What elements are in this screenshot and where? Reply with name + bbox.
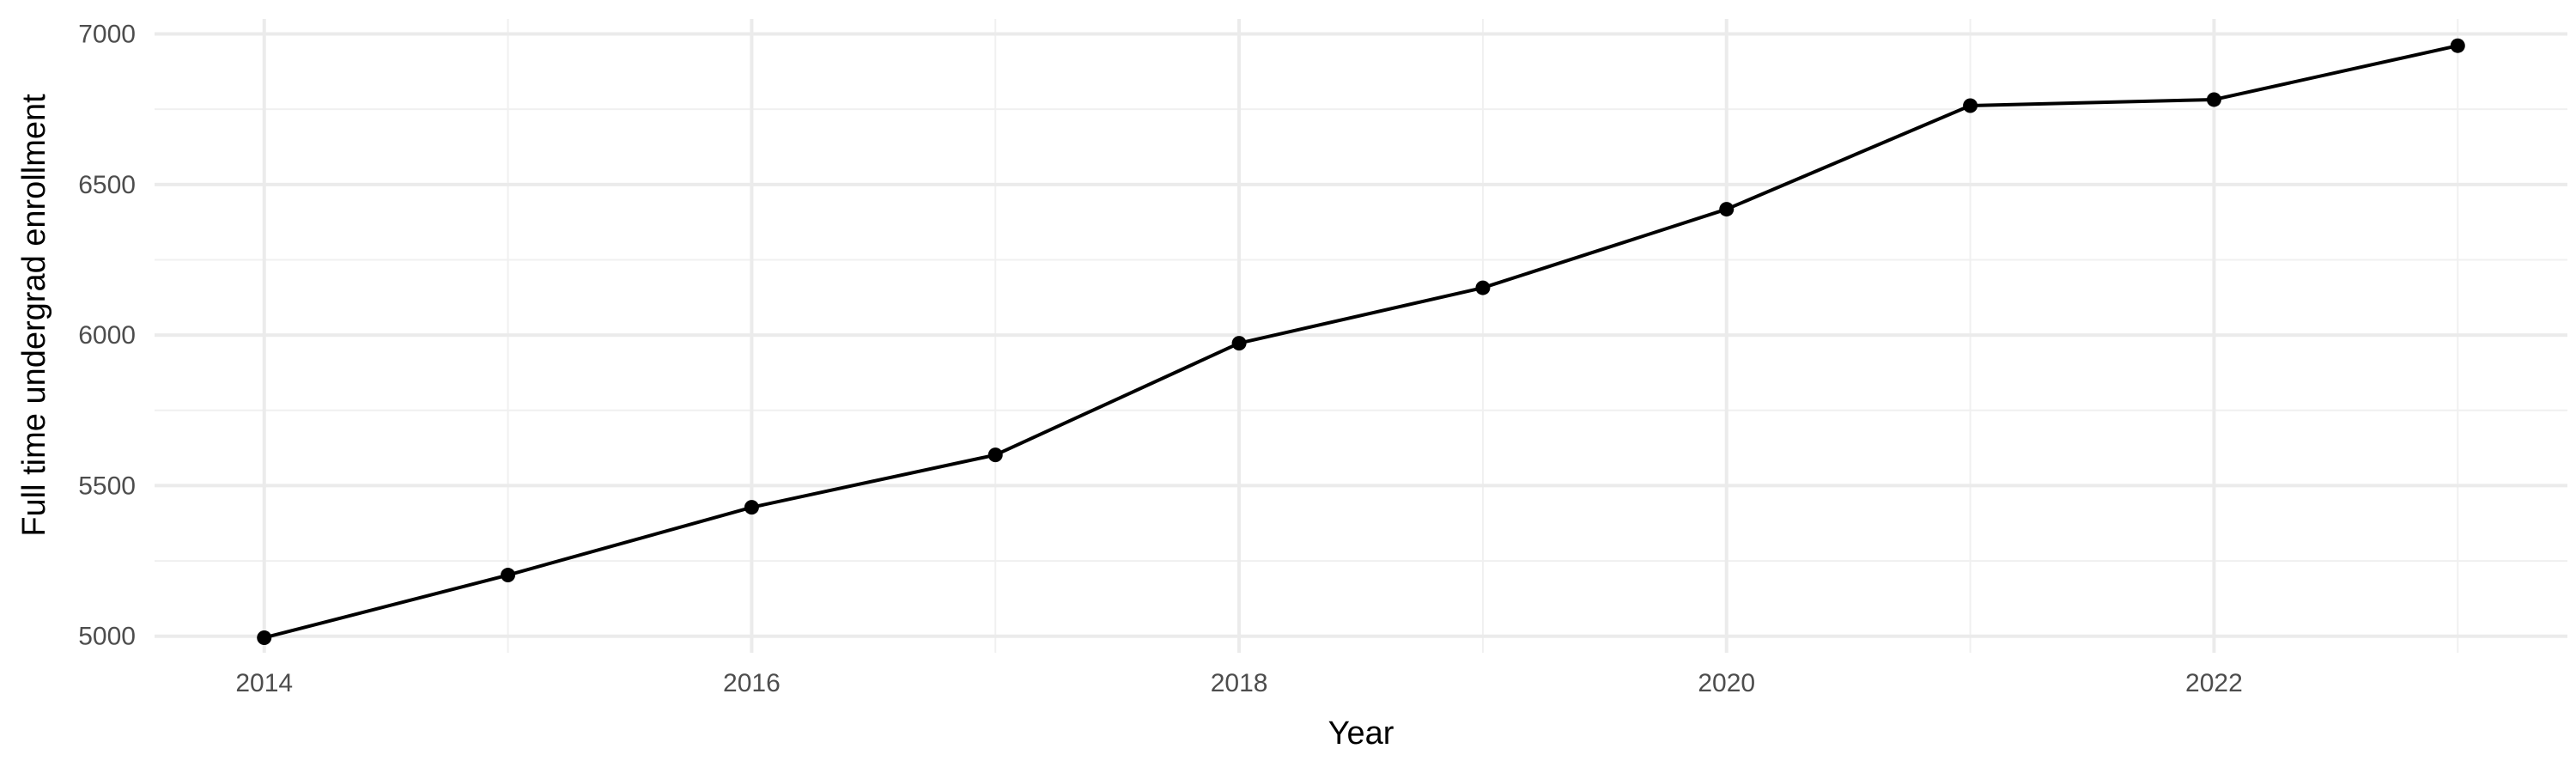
x-tick-label: 2014 [235, 669, 293, 697]
x-tick-label: 2018 [1211, 669, 1268, 697]
y-tick-label: 6000 [78, 321, 136, 350]
data-point [2450, 38, 2465, 53]
major-gridlines [155, 19, 2567, 653]
y-tick-label: 6500 [78, 171, 136, 199]
data-point [1963, 98, 1978, 113]
x-tick-label: 2020 [1698, 669, 1755, 697]
x-tick-label: 2022 [2185, 669, 2243, 697]
series-line-layer [264, 44, 2458, 640]
y-tick-label: 5000 [78, 623, 136, 651]
x-tick-label: 2016 [723, 669, 781, 697]
data-point [1231, 336, 1247, 351]
x-axis-title: Year [1328, 715, 1394, 752]
x-axis-tick-labels: 2014 2016 2018 2020 2022 [235, 669, 2242, 697]
data-point [1719, 202, 1735, 217]
data-point [987, 447, 1003, 463]
data-point [257, 630, 272, 645]
data-point [2206, 92, 2221, 107]
y-axis-tick-labels: 5000 5500 6000 6500 7000 [78, 21, 136, 651]
series-point-layer [257, 38, 2465, 645]
y-tick-label: 5500 [78, 472, 136, 500]
data-point [1475, 280, 1491, 295]
y-tick-label: 7000 [78, 21, 136, 49]
y-axis-title: Full time undergrad enrollment [16, 94, 52, 537]
data-point [501, 568, 516, 583]
series-line [264, 44, 2458, 640]
data-point [744, 500, 759, 515]
